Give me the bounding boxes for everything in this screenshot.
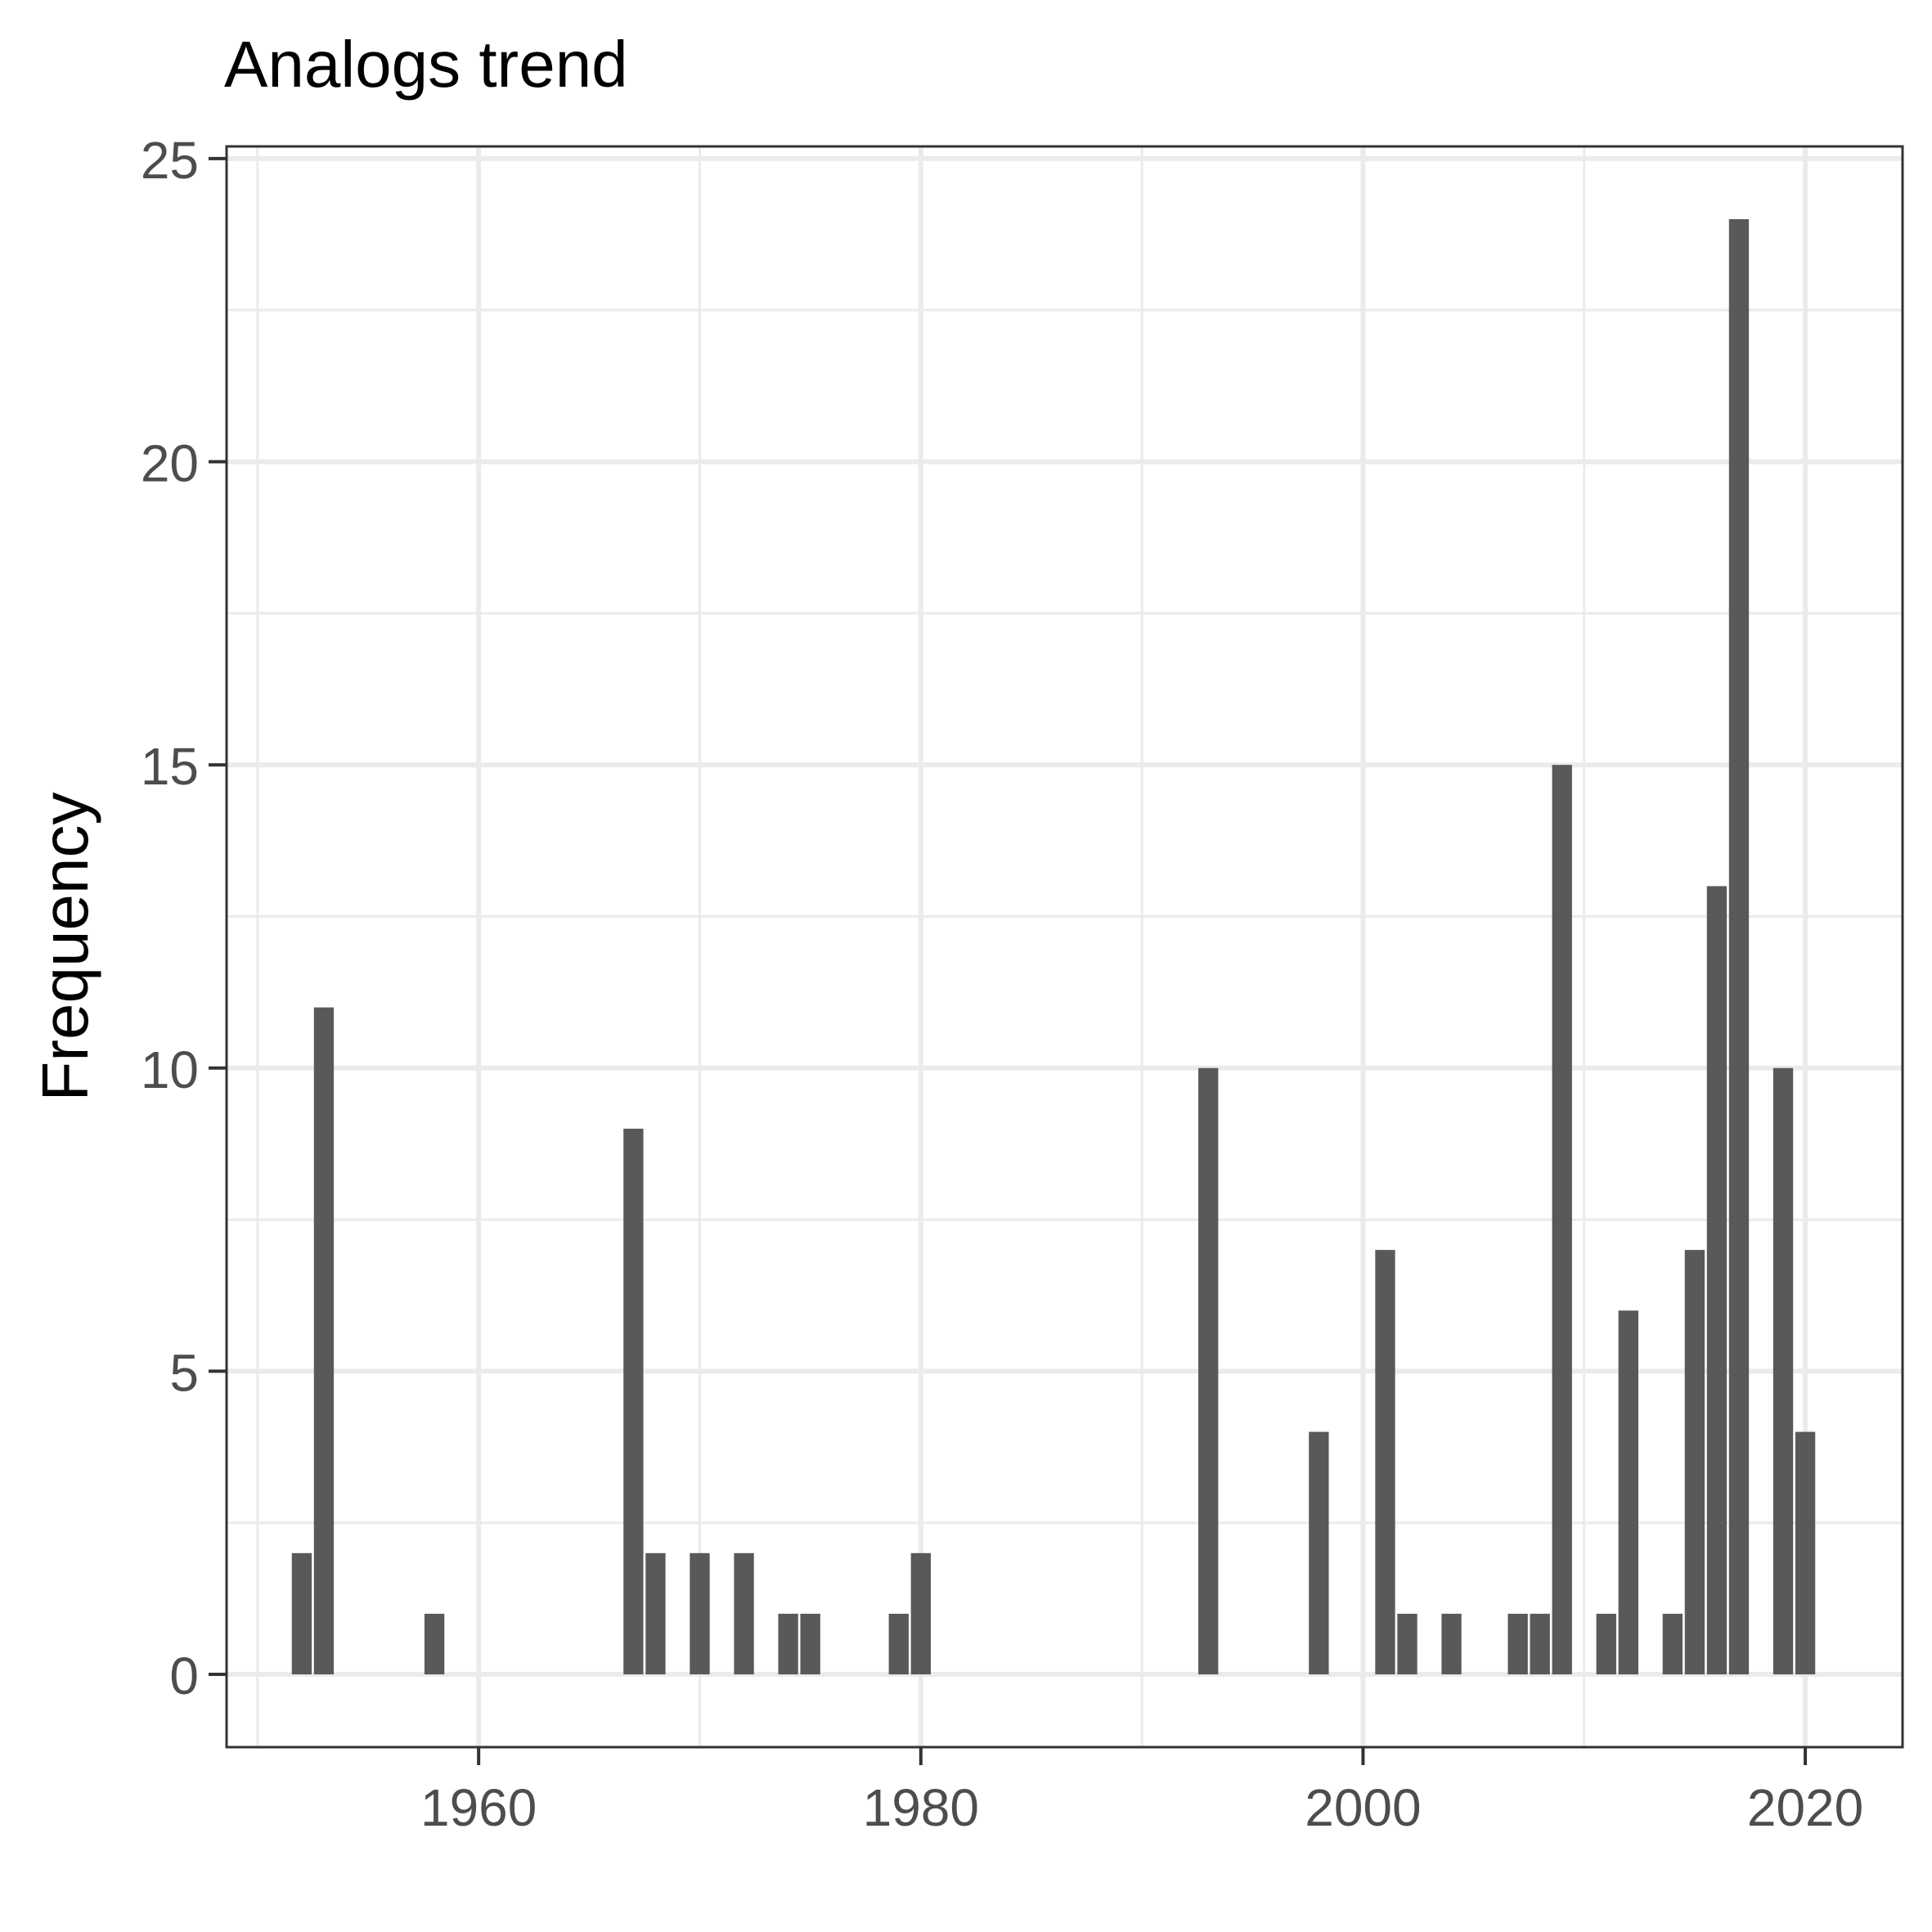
bar <box>1662 1613 1683 1675</box>
y-tick-label: 0 <box>169 1647 199 1705</box>
bar <box>623 1128 644 1675</box>
chart-title: Analogs trend <box>224 28 628 101</box>
bar <box>888 1613 909 1675</box>
bar <box>645 1552 666 1675</box>
bar <box>1441 1613 1462 1675</box>
grid-minor <box>227 146 1903 1747</box>
x-tick-label: 1980 <box>863 1778 979 1837</box>
bar <box>313 1007 335 1675</box>
bar <box>1375 1250 1395 1675</box>
y-tick-label: 25 <box>141 131 199 190</box>
bars <box>291 218 1816 1675</box>
x-axis: 1960 1980 2000 2020 <box>420 1747 1863 1837</box>
bar <box>1596 1613 1616 1675</box>
bar <box>424 1613 445 1675</box>
bar <box>1772 1067 1794 1675</box>
bar <box>1530 1613 1550 1675</box>
bar <box>778 1613 798 1675</box>
x-tick-label: 2020 <box>1747 1778 1863 1837</box>
y-tick-label: 15 <box>141 737 199 796</box>
bar <box>1706 886 1728 1675</box>
bar <box>1309 1431 1329 1675</box>
bar <box>1684 1250 1705 1675</box>
bar <box>1198 1067 1219 1675</box>
y-axis: 0 5 10 15 20 25 <box>141 131 227 1705</box>
bar <box>1795 1431 1816 1675</box>
bar <box>800 1613 820 1675</box>
y-axis-label: Frequency <box>29 793 101 1102</box>
bar <box>1552 765 1572 1675</box>
panel-border <box>225 145 1904 1749</box>
bar <box>734 1552 754 1675</box>
bar <box>1728 218 1750 1675</box>
bar <box>1397 1613 1418 1675</box>
bar <box>1618 1310 1638 1675</box>
x-tick-label: 2000 <box>1305 1778 1421 1837</box>
y-tick-label: 10 <box>141 1040 199 1099</box>
bar <box>690 1552 710 1675</box>
x-tick-label: 1960 <box>420 1778 537 1837</box>
bar <box>291 1552 312 1675</box>
y-tick-label: 20 <box>141 434 199 492</box>
bar <box>910 1552 931 1675</box>
y-tick-label: 5 <box>169 1343 199 1402</box>
bar <box>1507 1613 1528 1675</box>
